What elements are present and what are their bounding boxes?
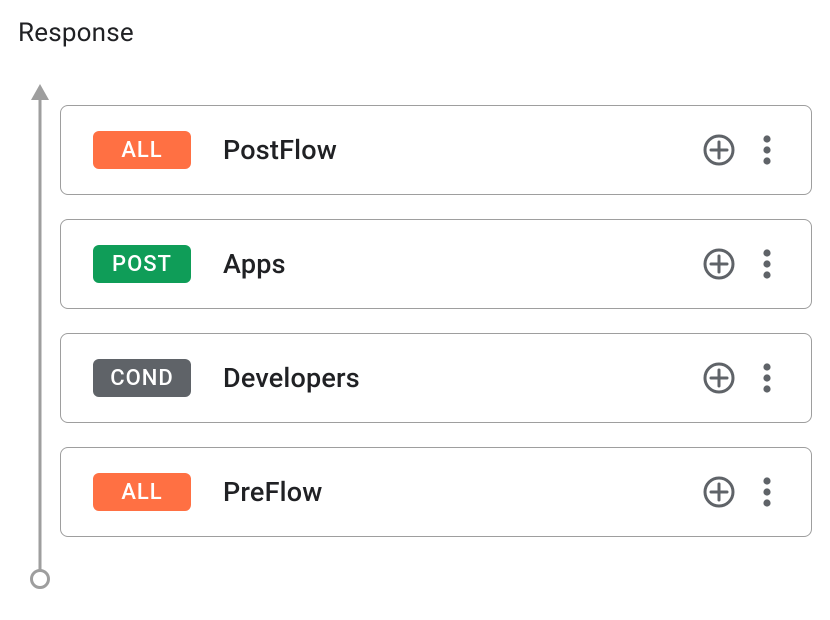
more-vert-icon [762, 133, 772, 167]
flow-menu-button[interactable] [747, 130, 787, 170]
method-badge: POST [93, 245, 191, 283]
plus-circle-icon [702, 475, 736, 509]
flow-direction-arrow [30, 84, 50, 589]
flow-label: PostFlow [223, 134, 337, 166]
method-badge: ALL [93, 131, 191, 169]
section-title: Response [18, 18, 134, 48]
method-badge: ALL [93, 473, 191, 511]
flow-row[interactable]: ALL PreFlow [60, 447, 812, 537]
flow-row[interactable]: COND Developers [60, 333, 812, 423]
flow-row[interactable]: ALL PostFlow [60, 105, 812, 195]
plus-circle-icon [702, 247, 736, 281]
add-step-button[interactable] [699, 244, 739, 284]
flow-menu-button[interactable] [747, 472, 787, 512]
more-vert-icon [762, 361, 772, 395]
add-step-button[interactable] [699, 130, 739, 170]
flow-menu-button[interactable] [747, 244, 787, 284]
method-badge: COND [93, 359, 191, 397]
flow-label: Developers [223, 362, 360, 394]
response-flow-panel: Response ALL PostFlow POST Apps COND Develope… [0, 0, 830, 620]
flow-row[interactable]: POST Apps [60, 219, 812, 309]
more-vert-icon [762, 475, 772, 509]
arrow-origin-circle-icon [32, 571, 49, 588]
arrow-head-up-icon [31, 84, 49, 100]
flow-label: PreFlow [223, 476, 323, 508]
plus-circle-icon [702, 133, 736, 167]
flow-label: Apps [223, 248, 286, 280]
more-vert-icon [762, 247, 772, 281]
add-step-button[interactable] [699, 472, 739, 512]
plus-circle-icon [702, 361, 736, 395]
flow-menu-button[interactable] [747, 358, 787, 398]
flow-list: ALL PostFlow POST Apps COND Developers ALL PreF… [60, 105, 812, 537]
add-step-button[interactable] [699, 358, 739, 398]
